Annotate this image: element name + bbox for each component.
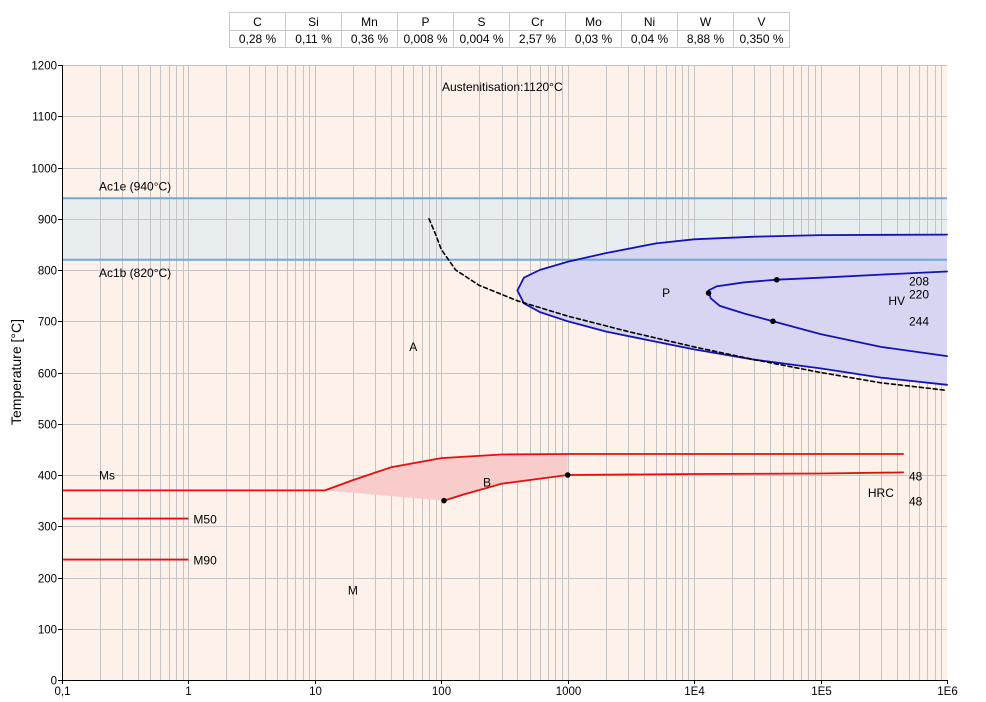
y-tick-label: 1000 <box>31 164 57 176</box>
y-tick-label: 600 <box>38 369 57 381</box>
y-tick-label: 800 <box>38 266 57 278</box>
plot-background <box>62 65 947 680</box>
ac1b-label: Ac1b (820°C) <box>99 266 171 280</box>
ms-label: Ms <box>99 468 115 482</box>
composition-value-mn: 0,36 % <box>341 30 398 48</box>
data-point-marker <box>770 318 776 325</box>
data-point-marker <box>705 290 712 296</box>
region-label-hrc: HRC <box>868 486 894 500</box>
y-tick-label: 400 <box>38 471 57 483</box>
composition-value-v: 0,350 % <box>733 30 790 48</box>
region-label-m: M <box>348 583 358 597</box>
hardness-label: 48 <box>909 470 923 484</box>
composition-element-p: P <box>397 12 454 31</box>
y-tick-label: 1200 <box>31 61 57 73</box>
x-tick-label: 1E5 <box>811 686 831 698</box>
bainite-start-curve <box>323 453 905 492</box>
bainite-region <box>324 454 568 501</box>
y-tick-label: 200 <box>38 574 57 586</box>
composition-value-s: 0,004 % <box>453 30 510 48</box>
pearlite-inner-lower-curve <box>707 289 948 358</box>
composition-value-c: 0,28 % <box>229 30 286 48</box>
data-point-marker <box>564 472 571 478</box>
y-tick-label: 1100 <box>32 112 57 124</box>
hardness-label: 220 <box>909 288 929 302</box>
y-tick-label: 900 <box>38 215 57 227</box>
x-tick-label: 100 <box>432 686 451 698</box>
composition-value-si: 0,11 % <box>285 30 342 48</box>
y-axis-title: Temperature [°C] <box>8 319 24 425</box>
composition-element-si: Si <box>285 12 342 31</box>
hardness-label: 244 <box>909 314 929 328</box>
composition-value-ni: 0,04 % <box>621 30 678 48</box>
y-tick-label: 500 <box>38 420 57 432</box>
composition-value-mo: 0,03 % <box>565 30 622 48</box>
x-tick-label: 0,1 <box>55 686 71 698</box>
region-label-b: B <box>483 476 491 490</box>
hardness-label: 208 <box>909 274 929 288</box>
x-tick-label: 1E6 <box>937 686 957 698</box>
x-tick-label: 1000 <box>556 686 582 698</box>
composition-values-row: 0,28 % 0,11 % 0,36 % 0,008 % 0,004 % 2,57 % 0,… <box>229 30 790 48</box>
region-label-p: P <box>662 286 670 300</box>
composition-element-c: C <box>229 12 286 31</box>
composition-value-p: 0,008 % <box>397 30 454 48</box>
m90-label: M90 <box>193 554 217 568</box>
region-label-a: A <box>409 340 417 354</box>
composition-element-ni: Ni <box>621 12 678 31</box>
composition-element-s: S <box>453 12 510 31</box>
region-label-hv: HV <box>888 294 905 308</box>
x-tick-label: 10 <box>309 686 322 698</box>
composition-element-w: W <box>677 12 734 31</box>
composition-value-w: 8,88 % <box>677 30 734 48</box>
chart-title: Austenitisation:1120°C <box>442 80 563 94</box>
composition-value-cr: 2,57 % <box>509 30 566 48</box>
hardness-label: 48 <box>909 495 923 509</box>
y-tick-label: 100 <box>38 625 57 637</box>
m50-label: M50 <box>193 513 217 527</box>
y-tick-label: 0 <box>51 676 57 688</box>
data-point-marker <box>441 497 447 504</box>
data-point-marker <box>773 276 780 283</box>
pearlite-finish-upper-curve <box>516 233 948 292</box>
composition-element-mo: Mo <box>565 12 622 31</box>
plot-layer: Ac1e (940°C) Ac1b (820°C) Ms M50 M90 A P B M HV HR… <box>31 61 957 699</box>
ac1e-label: Ac1e (940°C) <box>99 179 171 193</box>
y-tick-label: 700 <box>38 317 57 329</box>
x-tick-label: 1 <box>185 686 191 698</box>
y-tick-label: 300 <box>38 522 57 534</box>
x-tick-label: 1E4 <box>684 686 705 698</box>
composition-table: C Si Mn P S Cr Mo Ni W V 0,28 % 0,11 % 0,36 % 0,008 … <box>229 12 790 48</box>
pearlite-start-curve <box>516 289 948 386</box>
composition-element-v: V <box>733 12 790 31</box>
